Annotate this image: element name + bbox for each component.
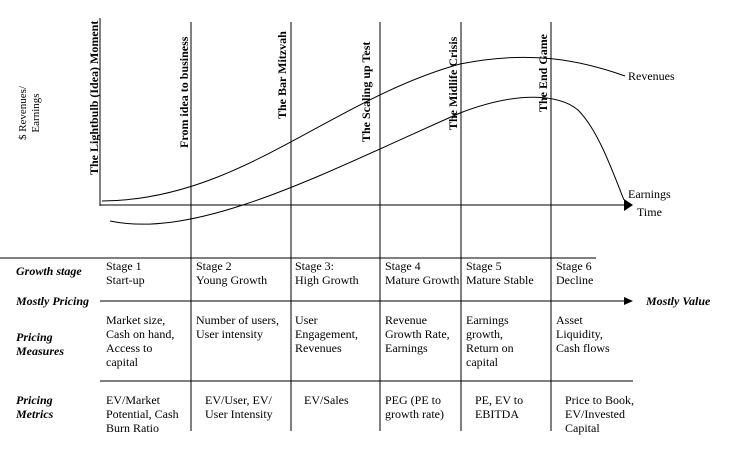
stage-dividers [190,22,552,431]
stage-3-measures: User Engagement, Revenues [295,313,358,355]
stage-3-name: Stage 3: High Growth [295,259,359,287]
stage-2-name: Stage 2 Young Growth [196,259,268,287]
mostly-pricing-label: Mostly Pricing [16,294,90,308]
phase-label-6: The End Game [536,33,550,112]
revenues-label: Revenues [628,69,675,83]
phase-label-3: The Bar Mitzvah [275,31,289,119]
stage-4-measures: Revenue Growth Rate, Earnings [385,313,450,355]
stage-6-metrics: Price to Book, EV/Invested Capital [565,393,634,435]
stage-5-measures: Earnings growth, Return on capital [466,313,514,369]
pricing-metrics-label: Pricing Metrics [16,393,54,421]
phase-label-5: The Midlife Crisis [446,36,460,130]
stage-6-measures: Asset Liquidity, Cash flows [556,313,610,355]
stage-2-measures: Number of users, User intensity [196,313,279,341]
time-label: Time [637,205,662,219]
y-axis-label: $ Revenues/ Earnings [17,85,42,141]
x-axis-arrowhead [624,199,633,211]
stage-1-measures: Market size, Cash on hand, Access to cap… [106,313,175,369]
growth-stage-label: Growth stage [16,264,82,278]
stage-1-name: Stage 1 Start-up [106,259,145,287]
stage-5-name: Stage 5 Mature Stable [466,259,534,287]
pricing-measures-label: Pricing Measures [16,330,65,358]
stage-5-metrics: PE, EV to EBITDA [475,393,524,421]
stage-1-metrics: EV/Market Potential, Cash Burn Ratio [106,393,179,435]
mostly-value-label: Mostly Value [646,294,711,308]
stage-4-name: Stage 4 Mature Growth [385,259,460,287]
phase-label-2: From idea to business [177,36,191,148]
earnings-label: Earnings [628,187,671,201]
stage-4-metrics: PEG (PE to growth rate) [385,393,444,421]
stage-3-metrics: EV/Sales [304,393,349,407]
stage-2-metrics: EV/User, EV/ User Intensity [205,393,273,421]
revenues-curve [101,56,626,202]
phase-label-4: The Scaling up Test [359,42,373,142]
phase-label-1: The Lightbulb (Idea) Moment [87,21,101,175]
stage-6-name: Stage 6 Decline [556,259,594,287]
earnings-curve [109,96,625,225]
pricing-arrowhead [624,297,633,305]
